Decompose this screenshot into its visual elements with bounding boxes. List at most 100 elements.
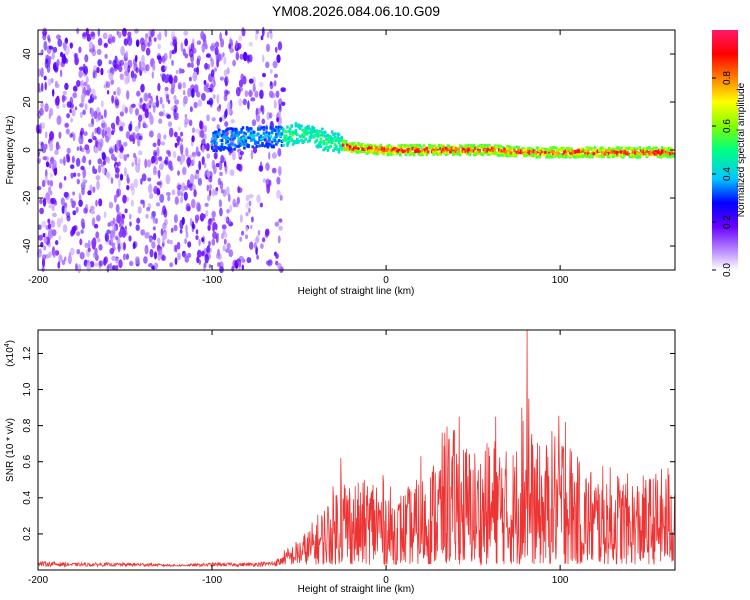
heatmap-cell [535, 146, 539, 150]
heatmap-cell [210, 56, 213, 62]
heatmap-cell [117, 31, 122, 39]
heatmap-cell [425, 146, 429, 150]
heatmap-cell [365, 145, 369, 149]
heatmap-cell [244, 136, 248, 140]
heatmap-cell [70, 172, 74, 179]
heatmap-cell [296, 124, 299, 128]
heatmap-cell [517, 146, 520, 150]
heatmap-cell [164, 86, 169, 92]
heatmap-cell [595, 153, 598, 157]
heatmap-cell [361, 147, 364, 151]
heatmap-cell [580, 148, 583, 152]
heatmap-cell [145, 33, 149, 39]
heatmap-cell [638, 147, 642, 151]
heatmap-cell [135, 224, 140, 231]
heatmap-cell [233, 133, 236, 137]
heatmap-cell [516, 150, 519, 154]
heatmap-cell [318, 143, 321, 147]
heatmap-cell [284, 130, 288, 134]
heatmap-cell [189, 106, 193, 113]
heatmap-cell [206, 142, 210, 152]
heatmap-cell [470, 148, 473, 152]
heatmap-cell [147, 97, 153, 106]
heatmap-cell [379, 146, 383, 150]
heatmap-cell [355, 150, 359, 154]
heatmap-cell [638, 155, 642, 159]
heatmap-cell [92, 186, 96, 193]
heatmap-cell [280, 87, 286, 93]
heatmap-cell [259, 89, 264, 100]
heatmap-cell [311, 125, 314, 129]
heatmap-cell [543, 152, 547, 156]
heatmap-cell [118, 178, 121, 188]
heatmap-cell [509, 154, 512, 158]
heatmap-cell [567, 147, 571, 151]
heatmap-cell [408, 153, 412, 157]
heatmap-cell [149, 130, 154, 138]
heatmap-cell [63, 176, 67, 181]
heatmap-cell [397, 145, 401, 149]
heatmap-cell [226, 67, 230, 75]
heatmap-cell [51, 203, 55, 212]
heatmap-cell [236, 145, 239, 148]
heatmap-cell [373, 151, 377, 154]
heatmap-cell [252, 134, 256, 138]
heatmap-cell [40, 122, 46, 129]
heatmap-cell [412, 152, 416, 156]
heatmap-cell [329, 138, 332, 142]
heatmap-cell [386, 144, 390, 148]
heatmap-cell [457, 150, 461, 154]
heatmap-cell [251, 130, 254, 134]
heatmap-cell [606, 155, 610, 159]
snr-panel: -200 -100 0 100 0.20.40.60.81.01.2 Height o… [4, 329, 676, 595]
heatmap-cell [248, 133, 252, 137]
heatmap-cell [151, 241, 156, 249]
heatmap-cell [591, 155, 594, 159]
heatmap-cell [250, 224, 253, 230]
heatmap-cell [78, 199, 83, 207]
heatmap-cell [472, 143, 476, 147]
heatmap-cell [163, 231, 168, 240]
heatmap-cell [458, 144, 462, 148]
heatmap-cell [477, 148, 480, 152]
heatmap-cell [607, 155, 611, 159]
heatmap-cell [121, 228, 127, 238]
heatmap-cell [234, 144, 238, 148]
heatmap-cell [259, 137, 263, 141]
heatmap-cell [218, 160, 223, 171]
heatmap-cell [39, 198, 43, 205]
heatmap-cell [40, 67, 44, 78]
heatmap-cell [153, 37, 157, 42]
heatmap-cell [477, 145, 480, 149]
heatmap-cell [353, 146, 356, 150]
heatmap-cell [325, 138, 328, 142]
heatmap-cell [269, 143, 273, 147]
heatmap-cell [274, 46, 278, 53]
heatmap-cell [653, 149, 657, 153]
heatmap-cell [406, 148, 409, 151]
heatmap-cell [474, 152, 477, 156]
heatmap-cell [238, 141, 242, 145]
heatmap-cell [380, 148, 384, 152]
heatmap-cell [38, 129, 42, 134]
heatmap-cell [623, 151, 626, 155]
heatmap-cell [588, 146, 591, 150]
y-tick-label: 40 [22, 48, 33, 60]
heatmap-cell [108, 240, 112, 246]
y-tick-label: 1.0 [22, 382, 33, 396]
heatmap-cell [504, 153, 508, 157]
heatmap-cell [660, 149, 664, 153]
heatmap-cell [316, 134, 320, 138]
heatmap-cell [535, 151, 539, 155]
heatmap-cell [198, 259, 202, 265]
heatmap-cell [139, 104, 143, 110]
heatmap-cell [127, 64, 131, 73]
heatmap-cell [250, 131, 253, 135]
heatmap-cell [503, 152, 506, 156]
heatmap-cell [333, 147, 337, 151]
heatmap-cell [242, 98, 247, 106]
heatmap-cell [179, 229, 183, 234]
heatmap-cell [442, 144, 445, 148]
heatmap-cell [180, 154, 186, 163]
